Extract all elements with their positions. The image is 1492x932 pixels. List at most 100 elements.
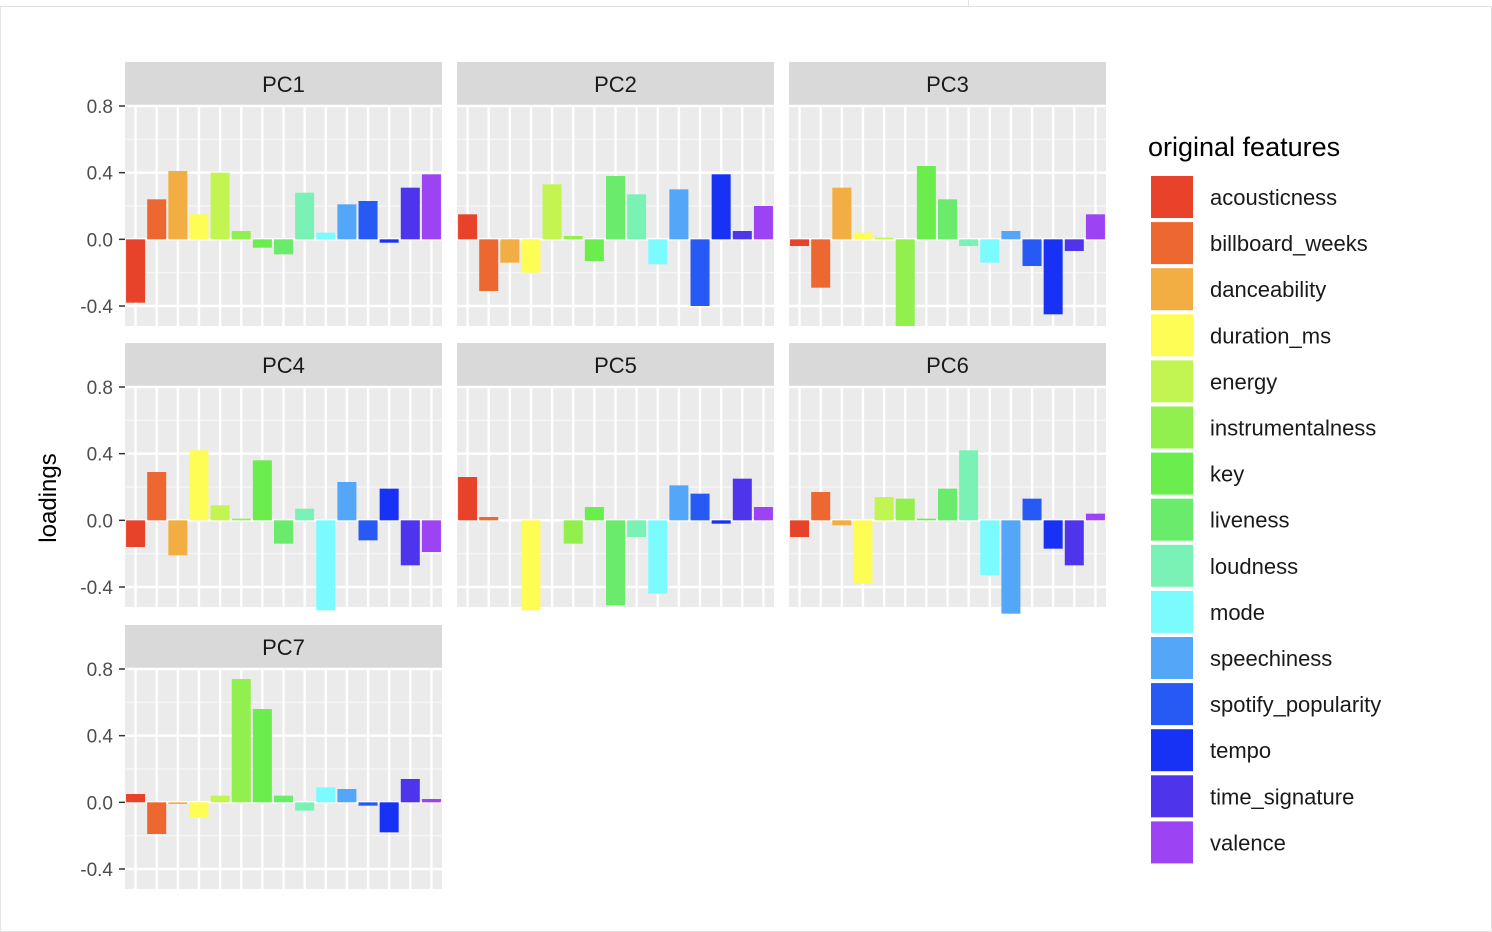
panel-pc7: PC7 0.8 0.4 0.0 -0.4 <box>80 625 442 889</box>
bar-pc1-duration_ms <box>189 214 209 240</box>
bar-pc5-key <box>584 507 604 521</box>
bar-pc5-speechiness <box>669 485 689 521</box>
y-tick-label: 0.0 <box>87 230 113 251</box>
bar-pc6-time_signature <box>1064 520 1084 566</box>
bar-pc2-acousticness <box>458 214 478 240</box>
bar-pc2-valence <box>753 206 773 240</box>
bar-pc5-mode <box>648 520 668 594</box>
panel-pc1: PC1 0.8 0.4 0.0 -0.4 <box>80 62 442 326</box>
bar-pc2-tempo <box>711 174 731 240</box>
bar-pc4-billboard_weeks <box>147 472 167 521</box>
bar-pc6-instrumentalness <box>895 498 915 521</box>
legend: original features acousticness billboard_… <box>1148 132 1381 866</box>
bar-pc1-key <box>252 239 272 248</box>
legend-swatch-liveness <box>1149 496 1195 543</box>
legend-swatch-instrumentalness <box>1149 404 1195 451</box>
bar-pc4-instrumentalness <box>231 518 251 521</box>
panel-strip <box>125 625 442 669</box>
bar-pc4-valence <box>421 520 441 552</box>
bar-pc3-danceability <box>832 187 852 240</box>
panel-strip <box>457 62 774 106</box>
bar-pc7-billboard_weeks <box>147 802 167 834</box>
legend-swatch-loudness <box>1149 542 1195 589</box>
bar-pc5-tempo <box>711 520 731 524</box>
bar-pc1-speechiness <box>337 204 357 240</box>
bar-pc1-spotify_popularity <box>358 201 378 240</box>
bar-pc5-billboard_weeks <box>479 517 499 521</box>
bar-pc1-acousticness <box>126 239 146 303</box>
bar-pc4-energy <box>210 505 230 521</box>
bar-pc3-valence <box>1085 214 1105 240</box>
panel-strip-label: PC6 <box>926 353 969 378</box>
bar-pc4-time_signature <box>400 520 420 566</box>
bar-pc7-key <box>252 709 272 803</box>
bar-pc1-instrumentalness <box>231 231 251 240</box>
bar-pc6-duration_ms <box>853 520 873 584</box>
legend-label-liveness: liveness <box>1210 508 1289 533</box>
bar-pc2-energy <box>542 184 562 240</box>
bar-pc2-danceability <box>500 239 520 263</box>
y-tick-label: -0.4 <box>80 860 113 881</box>
bar-pc2-speechiness <box>669 189 689 240</box>
bar-pc6-speechiness <box>1001 520 1021 614</box>
legend-label-duration_ms: duration_ms <box>1210 323 1331 348</box>
legend-swatch-duration_ms <box>1149 312 1195 359</box>
bar-pc7-speechiness <box>337 789 357 803</box>
legend-swatch-danceability <box>1149 266 1195 313</box>
bar-pc2-instrumentalness <box>563 236 583 240</box>
legend-title: original features <box>1148 132 1340 162</box>
bar-pc6-valence <box>1085 513 1105 521</box>
legend-swatch-spotify_popularity <box>1149 681 1195 728</box>
panel-strip <box>125 343 442 387</box>
bar-pc5-spotify_popularity <box>690 493 710 521</box>
legend-swatch-valence <box>1149 819 1195 866</box>
panel-pc6: PC6 <box>789 343 1106 614</box>
bar-pc7-acousticness <box>126 794 146 803</box>
legend-swatch-energy <box>1149 358 1195 405</box>
panel-strip <box>789 343 1106 387</box>
bar-pc1-tempo <box>379 239 399 243</box>
panel-strip-label: PC5 <box>594 353 637 378</box>
bar-pc3-time_signature <box>1064 239 1084 251</box>
legend-swatch-billboard_weeks <box>1149 220 1195 267</box>
y-tick-label: -0.4 <box>80 578 113 599</box>
bar-pc4-liveness <box>273 520 294 544</box>
bar-pc6-energy <box>874 497 894 521</box>
bar-pc3-liveness <box>937 199 958 240</box>
bar-pc3-mode <box>980 239 1000 263</box>
panel-strip <box>125 62 442 106</box>
bar-pc7-instrumentalness <box>231 679 251 803</box>
bar-pc1-danceability <box>168 171 188 240</box>
legend-label-speechiness: speechiness <box>1210 646 1332 671</box>
legend-label-acousticness: acousticness <box>1210 185 1337 210</box>
bar-pc3-tempo <box>1043 239 1063 315</box>
bar-pc6-spotify_popularity <box>1022 498 1042 521</box>
bar-pc1-valence <box>421 174 441 240</box>
bar-pc7-danceability <box>168 802 188 804</box>
bar-pc7-liveness <box>273 795 294 803</box>
bar-pc6-loudness <box>959 450 979 521</box>
bar-pc6-key <box>916 518 936 521</box>
y-axis-label: loadings <box>35 453 62 542</box>
bar-pc7-tempo <box>379 802 399 833</box>
bar-pc7-valence <box>421 799 441 803</box>
bar-pc3-key <box>916 166 936 240</box>
bar-pc2-loudness <box>627 194 647 240</box>
legend-label-time_signature: time_signature <box>1210 784 1354 809</box>
y-tick-label: 0.4 <box>87 164 114 185</box>
bar-pc7-spotify_popularity <box>358 802 378 806</box>
top-strip <box>0 0 1492 7</box>
bar-pc2-liveness <box>605 176 626 240</box>
y-tick-label: 0.8 <box>87 97 113 118</box>
legend-label-billboard_weeks: billboard_weeks <box>1210 231 1368 256</box>
y-tick-label: 0.0 <box>87 793 113 814</box>
bar-pc4-speechiness <box>337 482 357 521</box>
bar-pc6-mode <box>980 520 1000 576</box>
bar-pc4-mode <box>316 520 336 611</box>
legend-label-spotify_popularity: spotify_popularity <box>1210 692 1381 717</box>
legend-items: acousticness billboard_weeks danceability d… <box>1149 174 1381 866</box>
legend-label-danceability: danceability <box>1210 277 1326 302</box>
panel-strip-label: PC7 <box>262 635 305 660</box>
